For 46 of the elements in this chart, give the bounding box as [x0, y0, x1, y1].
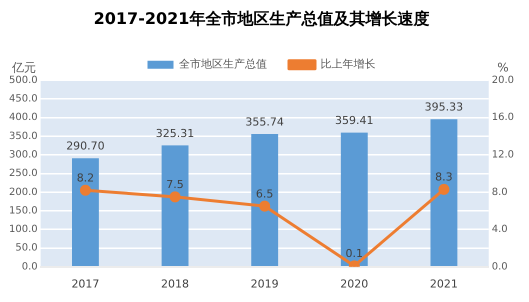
data-label: 7.5	[166, 178, 184, 192]
y-tick-label: 400.0	[8, 112, 38, 124]
x-tick-label: 2018	[161, 277, 190, 290]
y-tick-label: 0.0	[22, 261, 38, 272]
point	[80, 184, 91, 196]
y-tick-label: 450.0	[8, 93, 38, 104]
bar	[162, 145, 189, 266]
y-tick-label: 250.0	[8, 168, 38, 180]
y2-tick-label: 8.0	[492, 186, 508, 198]
y-tick-label: 150.0	[8, 205, 38, 216]
bar	[72, 158, 99, 266]
data-label: 8.2	[76, 172, 94, 185]
point	[170, 191, 181, 202]
legend-label: 比上年增长	[320, 58, 376, 71]
x-tick-label: 2017	[71, 277, 100, 290]
chart-title: 2017-2021年全市地区生产总值及其增长速度	[94, 8, 430, 28]
x-tick-label: 2021	[430, 277, 458, 290]
y2-tick-label: 12.0	[492, 149, 514, 160]
data-label: 8.3	[435, 170, 453, 184]
y2-tick-label: 0.0	[492, 261, 508, 272]
point	[438, 184, 450, 195]
y-tick-label: 500.0	[8, 74, 38, 86]
y2-tick-label: 20.0	[492, 74, 514, 86]
y-axis-title: 亿元	[11, 60, 36, 74]
y-tick-label: 350.0	[8, 130, 38, 142]
y-tick-label: 200.0	[8, 186, 38, 198]
y2-tick-label: 4.0	[492, 224, 508, 236]
data-label: 355.74	[245, 115, 284, 128]
point	[259, 200, 270, 212]
legend-label: 全市地区生产总值	[179, 58, 267, 71]
x-tick-label: 2020	[340, 277, 368, 290]
data-label: 359.41	[335, 114, 374, 128]
y2-axis-title: %	[497, 60, 509, 74]
bar	[251, 134, 278, 266]
data-label: 290.70	[66, 140, 105, 153]
bar	[340, 132, 368, 266]
y-tick-label: 300.0	[8, 149, 38, 160]
data-label: 395.33	[424, 100, 464, 114]
y-tick-label: 50.0	[15, 242, 38, 254]
x-tick-label: 2019	[250, 277, 279, 290]
data-label: 325.31	[156, 126, 194, 140]
data-label: 0.1	[346, 247, 364, 260]
y2-tick-label: 16.0	[492, 112, 514, 124]
bar	[430, 119, 458, 266]
y-tick-label: 100.0	[8, 224, 38, 236]
data-label: 6.5	[256, 188, 274, 201]
